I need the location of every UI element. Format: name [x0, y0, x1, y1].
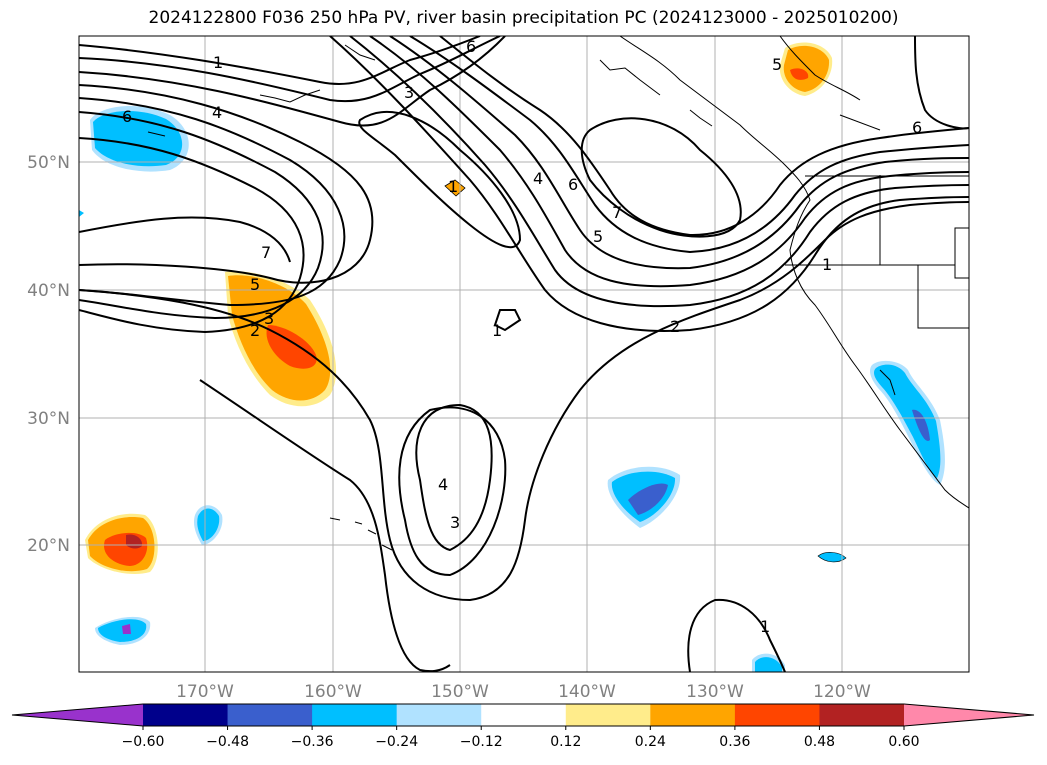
colorbar-extend-low [12, 704, 143, 726]
contour-label: 3 [264, 309, 274, 328]
lat-label: 50°N [27, 153, 70, 173]
contour-label: 4 [533, 169, 543, 188]
colorbar-tick-label: 0.60 [888, 734, 919, 750]
colorbar-segment [143, 704, 229, 726]
latitude-labels: 50°N 40°N 30°N 20°N [27, 153, 70, 556]
colorbar-segment [312, 704, 398, 726]
graticule [79, 36, 969, 672]
colorbar-segment [819, 704, 905, 726]
colorbar-tick-label: −0.24 [375, 734, 418, 750]
colorbar-tick-label: −0.36 [291, 734, 334, 750]
contour-label: 1 [448, 177, 458, 196]
contour-label: 2 [250, 321, 260, 340]
contour-label: 1 [760, 617, 770, 636]
lat-label: 20°N [27, 536, 70, 556]
lon-label: 160°W [304, 682, 362, 702]
lon-label: 140°W [558, 682, 616, 702]
colorbar-segment [227, 704, 313, 726]
contour-label: 1 [492, 321, 502, 340]
map-title: 2024122800 F036 250 hPa PV, river basin … [148, 8, 899, 28]
lon-label: 170°W [176, 682, 234, 702]
colorbar-tick-label: 0.48 [804, 734, 835, 750]
lon-label: 120°W [813, 682, 871, 702]
contour-label: 1 [822, 255, 832, 274]
colorbar-tick-label: −0.60 [122, 734, 165, 750]
colorbar-tick-label: −0.48 [206, 734, 249, 750]
colorbar-segment [650, 704, 736, 726]
contour-label: 6 [122, 107, 132, 126]
lat-label: 30°N [27, 409, 70, 429]
contour-label: 7 [612, 203, 622, 222]
colorbar-tick-label: 0.24 [635, 734, 666, 750]
contour-label: 4 [212, 103, 222, 122]
contour-label: 6 [466, 37, 476, 56]
contour-labels: 1 3 6 4 6 7 6 5 4 7 1 5 3 2 1 2 1 4 3 1 … [122, 37, 922, 636]
lon-label: 130°W [686, 682, 744, 702]
lat-label: 40°N [27, 281, 70, 301]
precip-negative-shading [79, 105, 945, 672]
colorbar-tick-label: 0.12 [550, 734, 581, 750]
plot-area: 1 3 6 4 6 7 6 5 4 7 1 5 3 2 1 2 1 4 3 1 … [79, 36, 969, 672]
colorbar: −0.60 −0.48 −0.36 −0.24 −0.12 0.12 0.24 0.36 0.4… [11, 703, 1035, 750]
contour-label: 5 [772, 55, 782, 74]
colorbar-segment [565, 704, 651, 726]
pv-contours [79, 36, 969, 672]
longitude-labels: 170°W 160°W 150°W 140°W 130°W 120°W [176, 682, 871, 702]
contour-label: 5 [250, 275, 260, 294]
colorbar-tick-label: −0.12 [460, 734, 503, 750]
contour-label: 2 [670, 317, 680, 336]
contour-label: 6 [912, 118, 922, 137]
contour-label: 3 [404, 83, 414, 102]
colorbar-tick-label: 0.36 [719, 734, 750, 750]
colorbar-segment [396, 704, 482, 726]
colorbar-segment [481, 704, 567, 726]
colorbar-extend-high [904, 704, 1034, 726]
contour-label: 4 [438, 475, 448, 494]
contour-label: 7 [261, 243, 271, 262]
contour-label: 3 [450, 513, 460, 532]
plot-frame [78, 35, 970, 673]
contour-label: 1 [213, 53, 223, 72]
colorbar-segment [734, 704, 820, 726]
contour-label: 6 [568, 175, 578, 194]
lon-label: 150°W [431, 682, 489, 702]
contour-label: 5 [593, 227, 603, 246]
